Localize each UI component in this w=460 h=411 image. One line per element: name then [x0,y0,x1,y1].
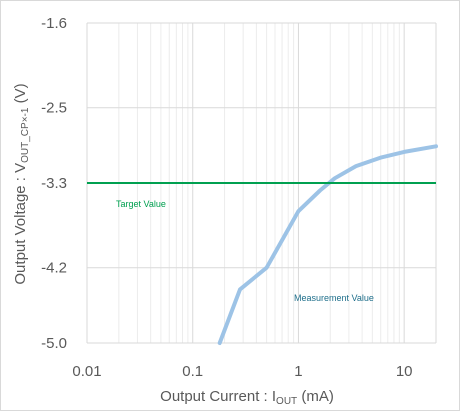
y-axis-title-subscript: OUT_CP×-1 [20,107,31,163]
measurement-value-label: Measurement Value [294,293,374,303]
x-axis-title-prefix: Output Current : I [160,388,276,405]
x-tick-label: 10 [396,363,413,380]
x-axis-title: Output Current : IOUT (mA) [160,388,334,407]
y-tick-label: -3.3 [41,175,67,192]
x-axis-title-suffix: (mA) [297,388,334,405]
y-tick-label: -2.5 [41,100,67,117]
y-tick-label: -5.0 [41,335,67,352]
y-axis-title: Output Voltage : VOUT_CP×-1 (V) [12,83,31,284]
x-tick-label: 0.1 [182,363,203,380]
y-tick-label: -1.6 [41,15,67,32]
y-axis-title-prefix: Output Voltage : V [12,163,29,285]
x-tick-labels: 0.01 0.1 1 10 [72,363,412,380]
y-axis-title-suffix: (V) [12,83,29,107]
x-axis-title-subscript: OUT [276,396,297,407]
x-tick-label: 1 [294,363,302,380]
target-value-label: Target Value [116,199,166,209]
y-tick-labels: -1.6 -2.5 -3.3 -4.2 -5.0 [41,15,67,352]
series-measurement-line [217,144,438,345]
y-tick-label: -4.2 [41,260,67,277]
x-tick-label: 0.01 [72,363,101,380]
series-layer [87,144,438,345]
